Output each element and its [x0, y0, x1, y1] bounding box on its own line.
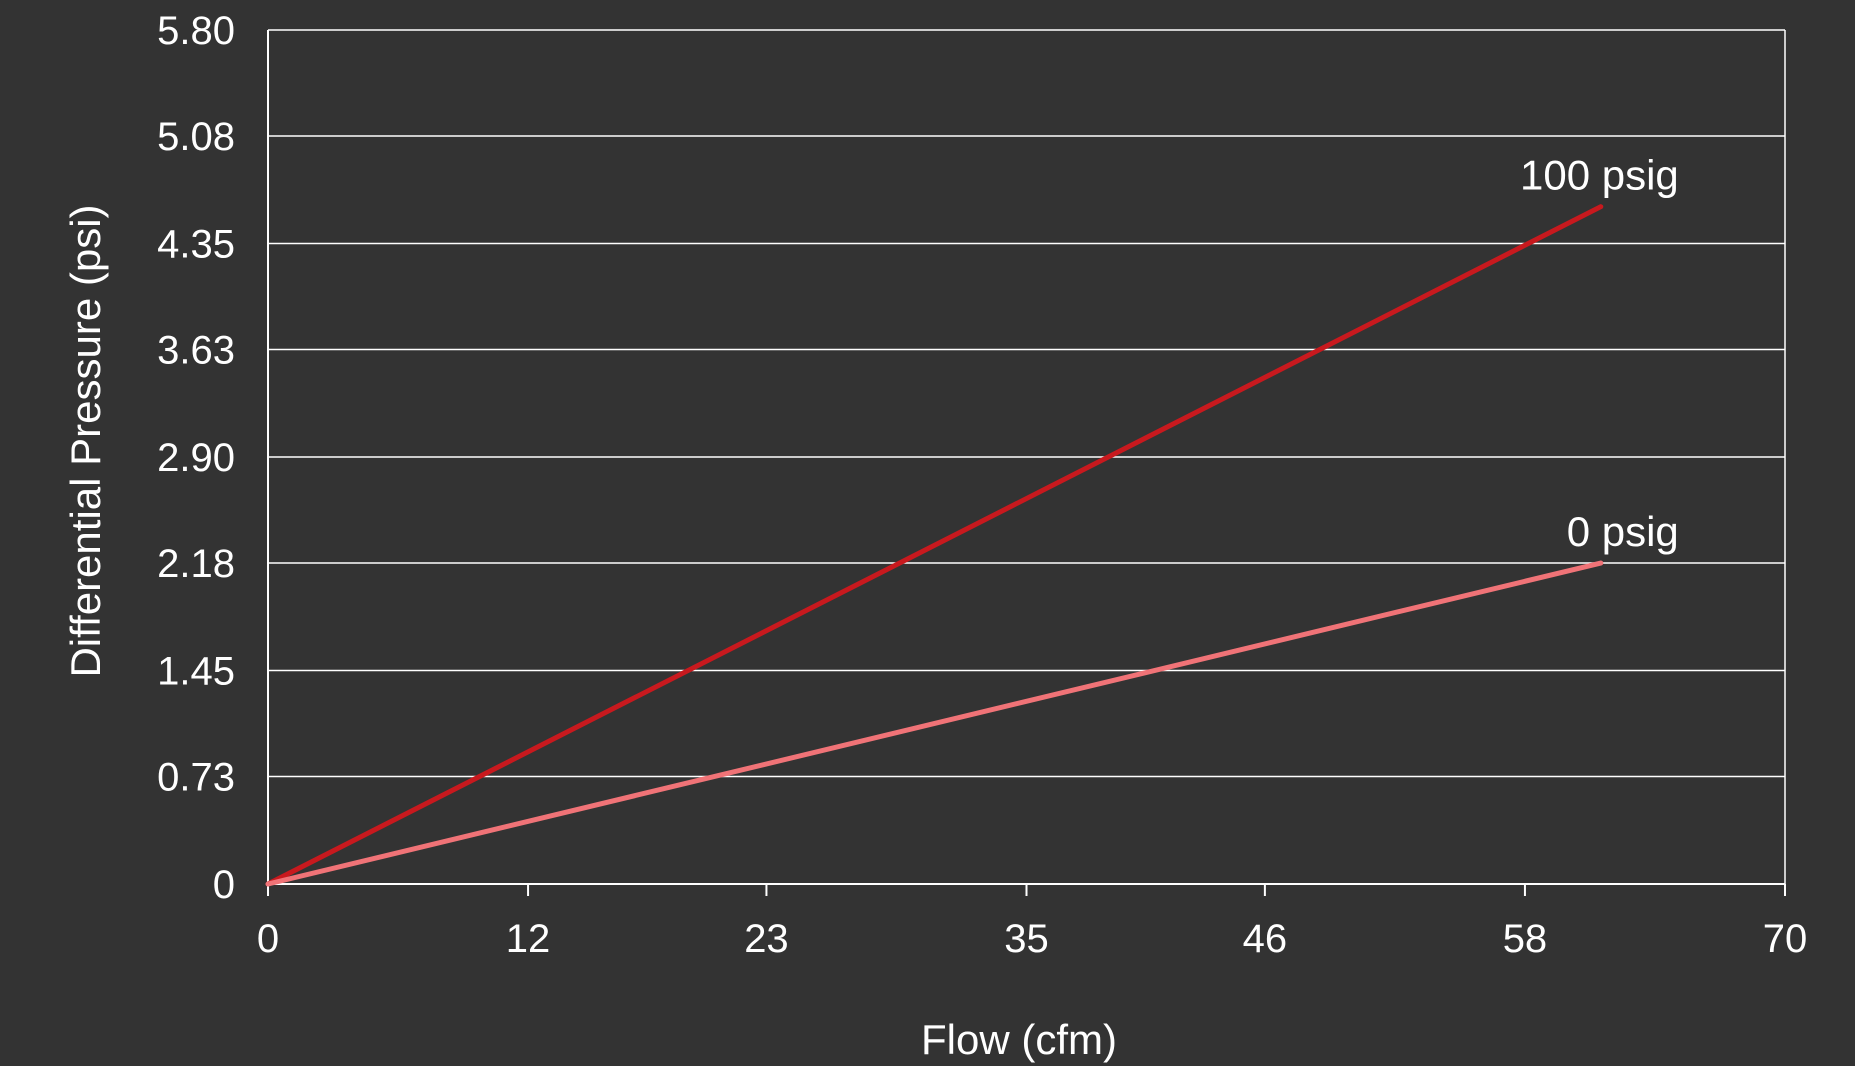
series-line-0-psig: [265, 560, 1604, 887]
y-tick-label: 3.63: [157, 329, 235, 373]
grid-lines: [268, 29, 1785, 885]
y-axis-title: Differential Pressure (psi): [62, 204, 109, 677]
x-tick-label: 70: [1763, 917, 1808, 961]
y-tick-label: 0.73: [157, 756, 235, 800]
y-tick-label: 2.90: [157, 436, 235, 480]
x-axis-title: Flow (cfm): [921, 1016, 1117, 1063]
x-tick-label: 23: [744, 917, 789, 961]
x-tick-label: 58: [1503, 917, 1548, 961]
x-tick-label: 12: [506, 917, 551, 961]
y-tick-label: 0: [213, 863, 235, 907]
series-lines: [265, 204, 1604, 887]
x-tick-label: 35: [1004, 917, 1049, 961]
series-labels: 100 psig 0 psig: [1520, 152, 1679, 555]
y-tick-label: 5.80: [157, 9, 235, 53]
series-line-100-psig: [265, 204, 1604, 887]
series-label-100-psig: 100 psig: [1520, 152, 1679, 199]
tick-labels: 0 0.73 1.45 2.18 2.90 3.63 4.35 5.08 5.80 0 12 23 35…: [157, 9, 1807, 961]
y-tick-label: 5.08: [157, 115, 235, 159]
y-tick-label: 2.18: [157, 542, 235, 586]
y-tick-label: 1.45: [157, 650, 235, 694]
series-label-0-psig: 0 psig: [1567, 508, 1679, 555]
x-tick-label: 46: [1243, 917, 1288, 961]
x-tick-label: 0: [257, 917, 279, 961]
axes: [267, 30, 1786, 896]
y-tick-label: 4.35: [157, 223, 235, 267]
